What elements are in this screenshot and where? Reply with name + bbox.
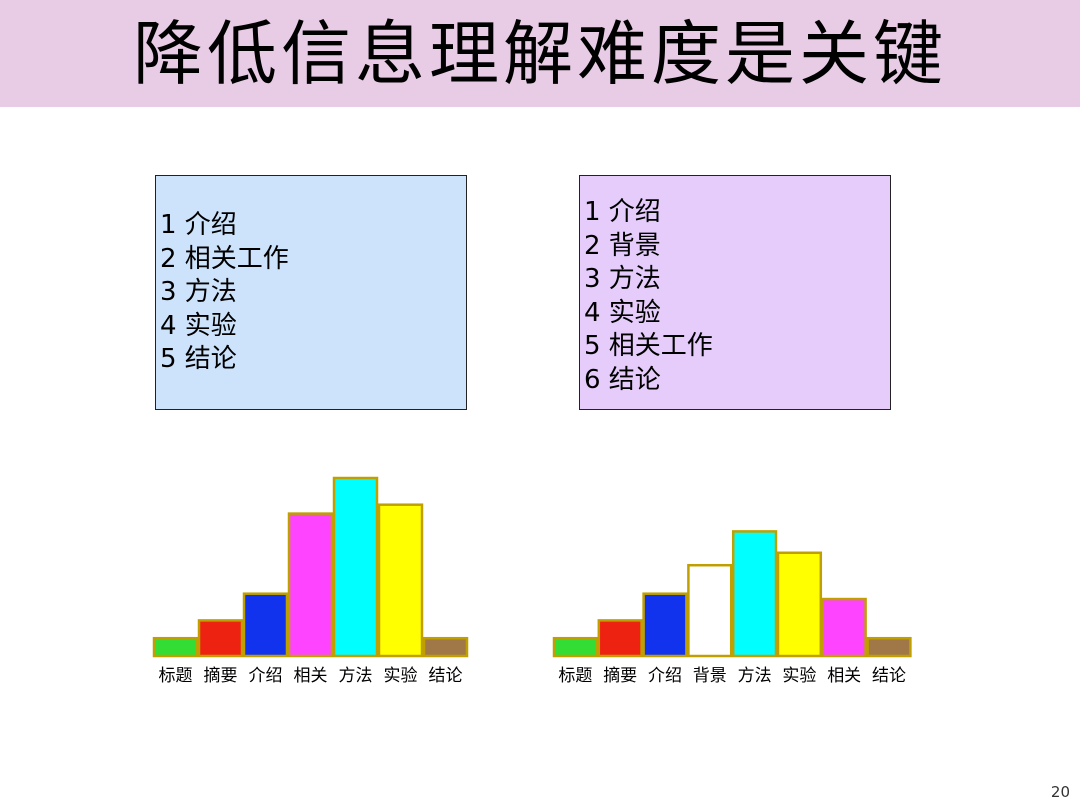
outline-box-left: 1 介绍 2 相关工作 3 方法 4 实验 5 结论	[155, 175, 467, 410]
slide-title: 降低信息理解难度是关键	[133, 12, 947, 95]
outline-item: 3 方法	[160, 277, 237, 307]
bar-0	[152, 636, 199, 658]
x-tick-label: 摘要	[204, 666, 238, 686]
bar-chart-left: 标题 摘要 介绍 相关 方法 实验 结论	[152, 476, 469, 686]
x-tick-label: 相关	[294, 666, 328, 686]
bar-1	[197, 619, 244, 658]
x-tick-label: 标题	[159, 666, 193, 686]
outline-item: 3 方法	[584, 264, 661, 294]
bar-3	[287, 512, 334, 658]
bar-2	[242, 592, 289, 658]
outline-item: 5 相关工作	[584, 331, 713, 361]
outline-item: 1 介绍	[584, 197, 661, 227]
x-tick-label: 方法	[738, 666, 772, 686]
bar-5	[377, 503, 424, 658]
bar-6	[821, 597, 867, 658]
x-tick-label: 相关	[827, 666, 861, 686]
x-tick-label: 结论	[872, 666, 906, 686]
bar-0	[552, 636, 599, 658]
x-tick-label: 实验	[782, 666, 816, 686]
bar-3	[687, 563, 733, 658]
x-tick-label: 标题	[558, 666, 592, 686]
title-bar: 降低信息理解难度是关键	[0, 0, 1080, 107]
outline-item: 5 结论	[160, 344, 237, 374]
outline-box-right: 1 介绍 2 背景 3 方法 4 实验 5 相关工作 6 结论	[579, 175, 891, 410]
bar-2	[642, 592, 688, 658]
bar-6	[422, 636, 469, 658]
page-number: 20	[1050, 783, 1070, 801]
bar-1	[597, 619, 643, 658]
bar-5	[776, 551, 823, 658]
x-tick-label: 摘要	[603, 666, 637, 686]
bar-4	[731, 530, 778, 658]
x-tick-label: 结论	[429, 666, 463, 686]
x-tick-label: 背景	[693, 666, 727, 686]
x-tick-label: 方法	[339, 666, 373, 686]
x-tick-label: 实验	[384, 666, 418, 686]
x-tick-label: 介绍	[648, 666, 682, 686]
outline-item: 4 实验	[584, 297, 661, 328]
outline-item: 1 介绍	[160, 210, 237, 240]
x-tick-label: 介绍	[249, 666, 283, 686]
bar-7	[866, 636, 912, 658]
outline-item: 2 背景	[584, 230, 661, 261]
outline-item: 6 结论	[584, 364, 661, 395]
bar-chart-right: 标题 摘要 介绍 背景 方法 实验 相关 结论	[552, 530, 912, 686]
bar-4	[332, 476, 379, 658]
outline-item: 4 实验	[160, 310, 237, 341]
outline-item: 2 相关工作	[160, 243, 289, 274]
